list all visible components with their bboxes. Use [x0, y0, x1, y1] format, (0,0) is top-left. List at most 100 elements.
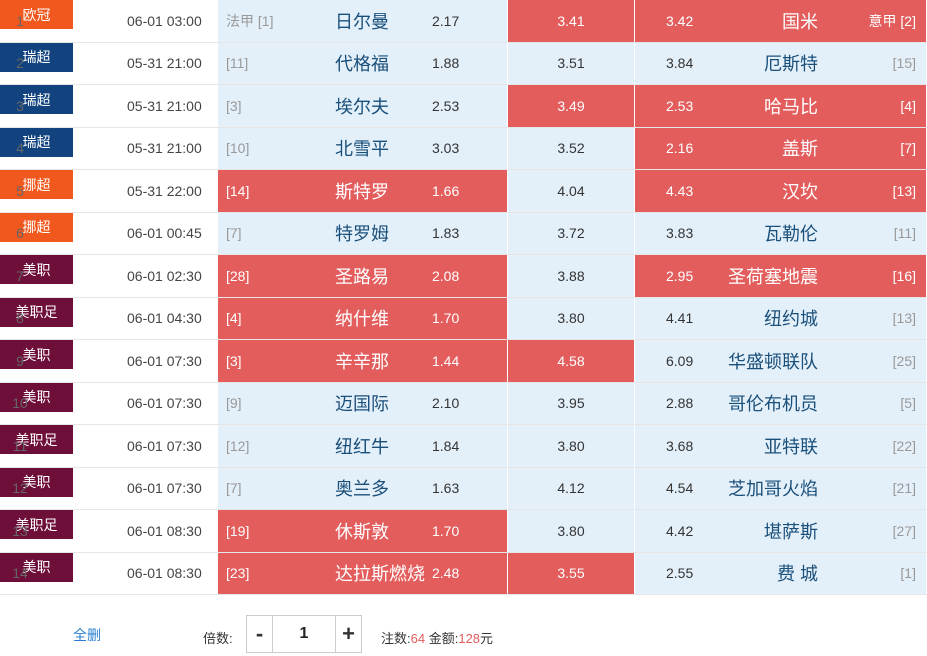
row-number: 6 [16, 225, 24, 242]
row-number: 2 [16, 55, 24, 72]
league-badge: 挪超 [0, 212, 73, 242]
home-rank: [3] [226, 352, 242, 369]
away-rank: [13] [892, 182, 916, 199]
away-rank: [15] [892, 55, 916, 72]
draw-option[interactable]: 3.72 [508, 212, 635, 254]
away-team: 亚特联 [764, 436, 818, 457]
amount-unit: 元 [480, 631, 494, 646]
away-odds: 4.42 [666, 522, 694, 539]
home-win-option[interactable]: [7] 特罗姆 1.83 [218, 212, 508, 254]
home-win-option[interactable]: 法甲 [1] 日尔曼 2.17 [218, 0, 508, 42]
home-team: 代格福 [335, 54, 389, 75]
draw-option[interactable]: 3.95 [508, 382, 635, 424]
bet-summary: 注数:64 金额:128元 [381, 628, 493, 647]
away-odds: 4.41 [666, 310, 694, 327]
away-team: 厄斯特 [764, 54, 818, 75]
home-win-option[interactable]: [11] 代格福 1.88 [218, 42, 508, 84]
away-win-option[interactable]: 3.83 瓦勒伦 [11] [635, 212, 927, 254]
row-number: 4 [16, 140, 24, 157]
away-odds: 3.84 [666, 55, 694, 72]
home-win-option[interactable]: [23] 达拉斯燃烧 2.48 [218, 552, 508, 594]
league-badge: 美职足 [0, 425, 73, 454]
draw-option[interactable]: 3.52 [508, 127, 635, 169]
away-win-option[interactable]: 4.42 堪萨斯 [27] [635, 510, 927, 552]
match-row: 7 美职 06-01 02:30 [28] 圣路易 2.08 3.88 2.95 圣荷塞地震 [1… [0, 255, 927, 298]
home-team: 休斯敦 [335, 521, 389, 542]
away-win-option[interactable]: 3.68 亚特联 [22] [635, 425, 927, 467]
home-odds: 1.44 [432, 352, 460, 369]
multiplier-stepper: - 1 + [246, 615, 362, 653]
home-win-option[interactable]: [12] 纽红牛 1.84 [218, 425, 508, 467]
match-time: 06-01 03:00 [127, 12, 202, 29]
home-rank: [19] [226, 522, 250, 539]
draw-odds: 3.95 [557, 395, 585, 412]
bets-count: 64 [410, 631, 426, 646]
match-time: 06-01 07:30 [127, 437, 202, 454]
home-rank: [4] [226, 310, 242, 327]
home-win-option[interactable]: [9] 迈国际 2.10 [218, 382, 508, 424]
away-win-option[interactable]: 3.42 国米 意甲 [2] [635, 0, 927, 42]
away-win-option[interactable]: 2.55 费 城 [1] [635, 552, 927, 594]
draw-odds: 4.58 [557, 352, 585, 369]
away-rank: [7] [900, 140, 916, 157]
draw-option[interactable]: 3.55 [508, 552, 635, 594]
away-win-option[interactable]: 2.88 哥伦布机员 [5] [635, 382, 927, 424]
away-win-option[interactable]: 4.54 芝加哥火焰 [21] [635, 467, 927, 509]
away-odds: 3.83 [666, 225, 694, 242]
league-badge: 美职 [0, 255, 73, 284]
home-win-option[interactable]: [28] 圣路易 2.08 [218, 255, 508, 297]
draw-option[interactable]: 4.12 [508, 467, 635, 509]
home-odds: 1.70 [432, 310, 460, 327]
league-badge: 欧冠 [0, 0, 73, 29]
draw-option[interactable]: 3.49 [508, 85, 635, 127]
draw-odds: 3.51 [557, 55, 585, 72]
clear-all-button[interactable]: 全删 [73, 627, 101, 643]
away-odds: 4.54 [666, 480, 694, 497]
away-win-option[interactable]: 4.43 汉坎 [13] [635, 170, 927, 212]
away-win-option[interactable]: 2.16 盖斯 [7] [635, 127, 927, 169]
away-team: 哈马比 [764, 96, 818, 117]
league-badge: 美职足 [0, 297, 73, 327]
bets-label: 注数: [381, 631, 411, 646]
draw-option[interactable]: 4.58 [508, 340, 635, 382]
draw-option[interactable]: 3.41 [508, 0, 635, 42]
away-win-option[interactable]: 2.53 哈马比 [4] [635, 85, 927, 127]
away-odds: 6.09 [666, 352, 694, 369]
home-win-option[interactable]: [4] 纳什维 1.70 [218, 297, 508, 339]
home-rank: 法甲 [1] [226, 12, 274, 29]
draw-odds: 4.04 [557, 182, 585, 199]
away-win-option[interactable]: 3.84 厄斯特 [15] [635, 42, 927, 84]
draw-option[interactable]: 3.80 [508, 425, 635, 467]
increase-multiplier-button[interactable]: + [335, 616, 361, 652]
home-win-option[interactable]: [19] 休斯敦 1.70 [218, 510, 508, 552]
draw-option[interactable]: 3.88 [508, 255, 635, 297]
match-row: 11 美职足 06-01 07:30 [12] 纽红牛 1.84 3.80 3.68 亚特联 [2… [0, 425, 927, 468]
home-rank: [28] [226, 267, 250, 284]
draw-option[interactable]: 3.80 [508, 510, 635, 552]
home-odds: 1.88 [432, 55, 460, 72]
match-row: 2 瑞超 05-31 21:00 [11] 代格福 1.88 3.51 3.84 厄斯特 [15] [0, 42, 927, 85]
home-rank: [11] [226, 55, 249, 72]
away-win-option[interactable]: 4.41 纽约城 [13] [635, 297, 927, 339]
league-badge: 瑞超 [0, 42, 73, 72]
row-number: 7 [16, 267, 24, 284]
home-team: 埃尔夫 [335, 96, 389, 117]
away-rank: [16] [892, 267, 916, 284]
match-row: 5 挪超 05-31 22:00 [14] 斯特罗 1.66 4.04 4.43 汉坎 [13] [0, 170, 927, 213]
home-win-option[interactable]: [10] 北雪平 3.03 [218, 127, 508, 169]
draw-option[interactable]: 3.80 [508, 297, 635, 339]
home-win-option[interactable]: [14] 斯特罗 1.66 [218, 170, 508, 212]
home-win-option[interactable]: [3] 埃尔夫 2.53 [218, 85, 508, 127]
away-win-option[interactable]: 6.09 华盛顿联队 [25] [635, 340, 927, 382]
draw-odds: 3.49 [557, 97, 585, 114]
home-odds: 1.70 [432, 522, 460, 539]
away-team: 圣荷塞地震 [728, 266, 818, 287]
draw-option[interactable]: 4.04 [508, 170, 635, 212]
away-win-option[interactable]: 2.95 圣荷塞地震 [16] [635, 255, 927, 297]
multiplier-input[interactable]: 1 [299, 625, 309, 642]
decrease-multiplier-button[interactable]: - [247, 616, 273, 652]
home-win-option[interactable]: [3] 辛辛那 1.44 [218, 340, 508, 382]
draw-option[interactable]: 3.51 [508, 42, 635, 84]
home-win-option[interactable]: [7] 奥兰多 1.63 [218, 467, 508, 509]
row-number: 14 [12, 565, 28, 582]
